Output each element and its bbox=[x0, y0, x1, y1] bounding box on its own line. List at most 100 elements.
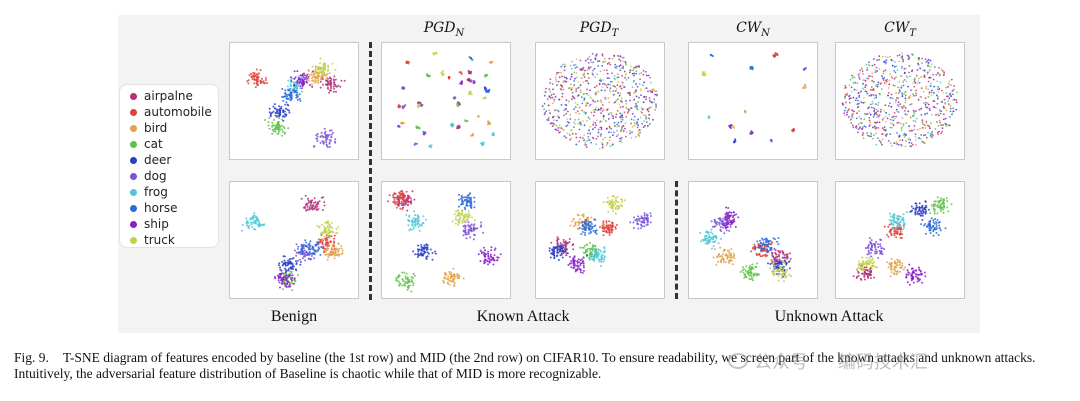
scatter-point bbox=[935, 94, 938, 97]
scatter-point bbox=[843, 87, 846, 90]
scatter-point bbox=[898, 54, 901, 56]
scatter-point bbox=[605, 221, 608, 224]
scatter-point bbox=[254, 86, 257, 89]
scatter-point bbox=[710, 231, 712, 234]
scatter-point bbox=[710, 236, 713, 239]
scatter-point bbox=[586, 69, 589, 71]
scatter-point bbox=[902, 268, 905, 271]
scatter-point bbox=[788, 273, 791, 276]
scatter-point bbox=[786, 256, 789, 259]
scatter-point bbox=[311, 83, 313, 86]
scatter-point bbox=[604, 98, 607, 101]
scatter-point bbox=[311, 65, 314, 68]
scatter-point bbox=[617, 124, 620, 127]
scatter-point bbox=[251, 226, 254, 228]
scatter-point bbox=[873, 63, 876, 66]
scatter-point bbox=[397, 202, 400, 205]
scatter-point bbox=[724, 261, 727, 264]
scatter-point bbox=[315, 203, 318, 206]
scatter-point bbox=[410, 278, 413, 281]
scatter-point bbox=[937, 90, 940, 93]
scatter-point bbox=[467, 216, 470, 218]
scatter-point bbox=[561, 247, 564, 250]
scatter-point bbox=[317, 72, 320, 75]
scatter-point bbox=[287, 269, 290, 272]
scatter-point bbox=[413, 210, 416, 213]
scatter-point bbox=[582, 264, 585, 267]
scatter-point bbox=[620, 117, 623, 120]
scatter-point bbox=[616, 73, 619, 76]
scatter-point bbox=[250, 75, 253, 78]
scatter-point bbox=[875, 132, 877, 135]
scatter-point bbox=[895, 236, 898, 239]
scatter-point bbox=[590, 141, 592, 144]
scatter-point bbox=[913, 80, 916, 83]
scatter-point bbox=[890, 271, 893, 274]
scatter-point bbox=[923, 207, 925, 210]
scatter-point bbox=[473, 206, 476, 209]
scatter-point bbox=[726, 220, 728, 223]
scatter-point bbox=[884, 55, 887, 58]
scatter-point bbox=[278, 105, 281, 108]
scatter-point bbox=[456, 277, 459, 280]
scatter-point bbox=[744, 273, 747, 276]
scatter-point bbox=[487, 120, 490, 123]
scatter-point bbox=[489, 253, 492, 256]
scatter-point bbox=[930, 122, 932, 125]
scatter-point bbox=[878, 68, 881, 71]
scatter-point bbox=[911, 70, 913, 73]
scatter-point bbox=[751, 277, 754, 280]
scatter-point bbox=[487, 250, 490, 253]
scatter-point bbox=[643, 96, 646, 99]
scatter-point bbox=[259, 69, 262, 72]
scatter-point bbox=[490, 256, 493, 259]
scatter-point bbox=[587, 136, 590, 138]
scatter-point bbox=[763, 245, 766, 248]
scatter-point bbox=[589, 252, 592, 254]
scatter-point bbox=[923, 124, 926, 127]
scatter-point bbox=[851, 109, 853, 111]
scatter-point bbox=[869, 273, 872, 276]
scatter-point bbox=[313, 201, 315, 204]
scatter-point bbox=[724, 215, 727, 218]
scatter-point bbox=[395, 206, 398, 209]
scatter-point bbox=[321, 238, 324, 241]
scatter-point bbox=[469, 192, 472, 195]
scatter-point bbox=[549, 82, 551, 84]
scatter-point bbox=[324, 243, 327, 246]
scatter-point bbox=[575, 111, 577, 114]
scatter-point bbox=[562, 129, 565, 131]
scatter-point bbox=[903, 90, 906, 93]
scatter-point bbox=[326, 258, 329, 261]
scatter-point bbox=[901, 107, 904, 109]
scatter-point bbox=[590, 247, 593, 250]
scatter-point bbox=[330, 136, 333, 139]
scatter-point bbox=[485, 253, 488, 256]
scatter-point bbox=[932, 134, 934, 137]
scatter-point bbox=[417, 248, 420, 251]
scatter-point bbox=[730, 219, 733, 222]
scatter-point bbox=[908, 130, 911, 132]
scatter-point bbox=[333, 87, 336, 90]
scatter-point bbox=[285, 285, 288, 288]
scatter-point bbox=[914, 275, 917, 278]
scatter-point bbox=[465, 218, 468, 221]
scatter-point bbox=[715, 223, 718, 226]
scatter-point bbox=[278, 123, 280, 126]
scatter-point bbox=[952, 110, 955, 112]
scatter-point bbox=[561, 95, 564, 98]
scatter-point bbox=[868, 64, 871, 67]
scatter-point bbox=[785, 275, 788, 278]
legend-item-horse: horse bbox=[130, 200, 218, 216]
scatter-point bbox=[329, 230, 332, 233]
scatter-point bbox=[895, 141, 898, 143]
scatter-point bbox=[615, 224, 618, 226]
scatter-point bbox=[868, 253, 870, 256]
scatter-point bbox=[471, 132, 474, 136]
scatter-point bbox=[877, 81, 880, 84]
scatter-point bbox=[301, 79, 304, 82]
scatter-point bbox=[904, 97, 907, 100]
scatter-point bbox=[938, 201, 940, 204]
scatter-point bbox=[889, 215, 892, 218]
scatter-point bbox=[713, 225, 716, 228]
